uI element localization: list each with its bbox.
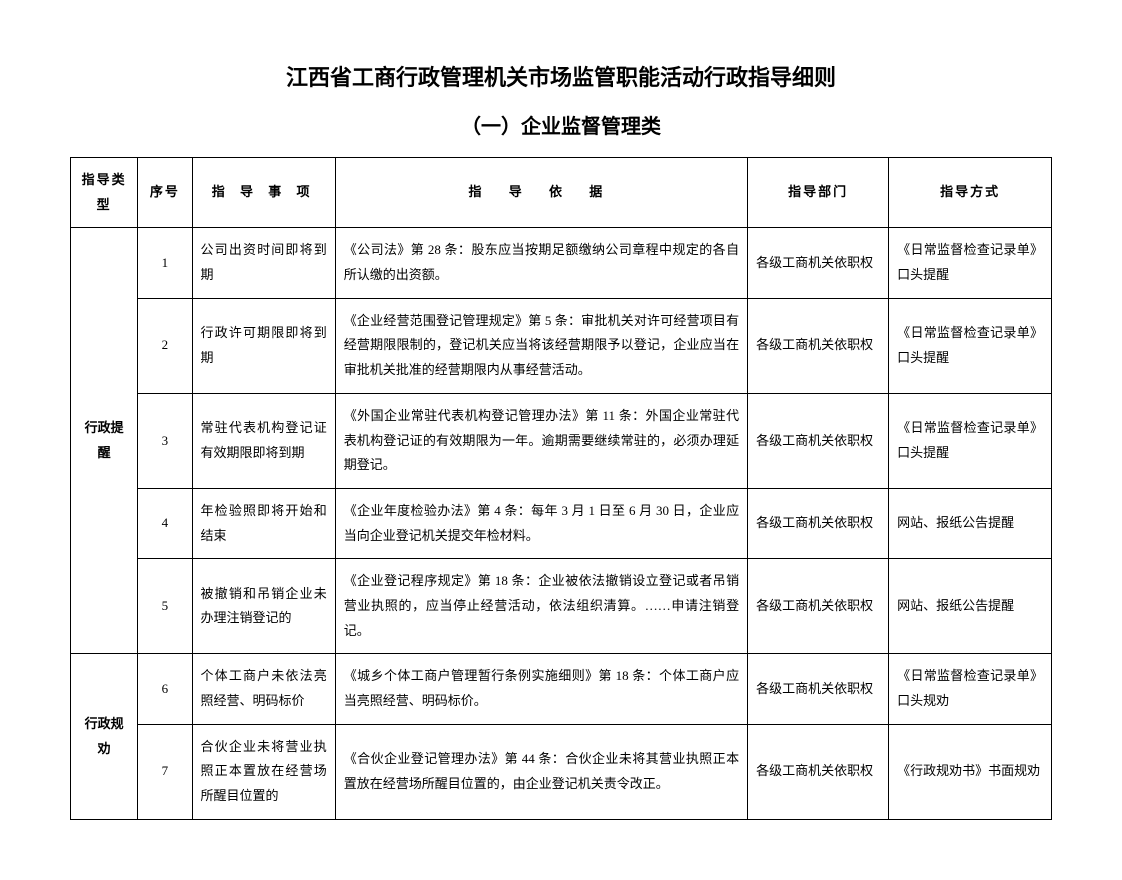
item-cell: 行政许可期限即将到期 [192, 298, 335, 393]
dept-cell: 各级工商机关依职权 [748, 393, 889, 488]
basis-cell: 《城乡个体工商户管理暂行条例实施细则》第 18 条：个体工商户应当亮照经营、明码… [335, 654, 747, 724]
method-cell: 网站、报纸公告提醒 [889, 559, 1052, 654]
basis-cell: 《公司法》第 28 条：股东应当按期足额缴纳公司章程中规定的各自所认缴的出资额。 [335, 228, 747, 298]
dept-cell: 各级工商机关依职权 [748, 654, 889, 724]
item-cell: 个体工商户未依法亮照经营、明码标价 [192, 654, 335, 724]
basis-cell: 《合伙企业登记管理办法》第 44 条：合伙企业未将其营业执照正本置放在经营场所醒… [335, 724, 747, 819]
num-cell: 5 [138, 559, 192, 654]
table-row: 5被撤销和吊销企业未办理注销登记的《企业登记程序规定》第 18 条：企业被依法撤… [71, 559, 1052, 654]
table-row: 4年检验照即将开始和结束《企业年度检验办法》第 4 条：每年 3 月 1 日至 … [71, 488, 1052, 558]
method-cell: 《日常监督检查记录单》口头提醒 [889, 298, 1052, 393]
header-type: 指导类型 [71, 158, 138, 228]
title-sub: （一）企业监督管理类 [70, 110, 1052, 139]
header-basis: 指 导 依 据 [335, 158, 747, 228]
method-cell: 《日常监督检查记录单》口头提醒 [889, 228, 1052, 298]
header-method: 指导方式 [889, 158, 1052, 228]
table-row: 行政规劝6个体工商户未依法亮照经营、明码标价《城乡个体工商户管理暂行条例实施细则… [71, 654, 1052, 724]
header-item: 指 导 事 项 [192, 158, 335, 228]
dept-cell: 各级工商机关依职权 [748, 228, 889, 298]
title-main: 江西省工商行政管理机关市场监管职能活动行政指导细则 [70, 60, 1052, 92]
header-dept: 指导部门 [748, 158, 889, 228]
method-cell: 《行政规劝书》书面规劝 [889, 724, 1052, 819]
item-cell: 常驻代表机构登记证有效期限即将到期 [192, 393, 335, 488]
dept-cell: 各级工商机关依职权 [748, 724, 889, 819]
header-row: 指导类型 序号 指 导 事 项 指 导 依 据 指导部门 指导方式 [71, 158, 1052, 228]
basis-cell: 《外国企业常驻代表机构登记管理办法》第 11 条：外国企业常驻代表机构登记证的有… [335, 393, 747, 488]
header-num: 序号 [138, 158, 192, 228]
method-cell: 《日常监督检查记录单》口头规劝 [889, 654, 1052, 724]
item-cell: 公司出资时间即将到期 [192, 228, 335, 298]
num-cell: 2 [138, 298, 192, 393]
item-cell: 被撤销和吊销企业未办理注销登记的 [192, 559, 335, 654]
basis-cell: 《企业经营范围登记管理规定》第 5 条：审批机关对许可经营项目有经营期限限制的，… [335, 298, 747, 393]
item-cell: 合伙企业未将营业执照正本置放在经营场所醒目位置的 [192, 724, 335, 819]
table-row: 3常驻代表机构登记证有效期限即将到期《外国企业常驻代表机构登记管理办法》第 11… [71, 393, 1052, 488]
num-cell: 7 [138, 724, 192, 819]
num-cell: 3 [138, 393, 192, 488]
type-cell: 行政规劝 [71, 654, 138, 819]
dept-cell: 各级工商机关依职权 [748, 559, 889, 654]
num-cell: 1 [138, 228, 192, 298]
table-row: 7合伙企业未将营业执照正本置放在经营场所醒目位置的《合伙企业登记管理办法》第 4… [71, 724, 1052, 819]
method-cell: 网站、报纸公告提醒 [889, 488, 1052, 558]
table-row: 行政提醒1公司出资时间即将到期《公司法》第 28 条：股东应当按期足额缴纳公司章… [71, 228, 1052, 298]
regulation-table: 指导类型 序号 指 导 事 项 指 导 依 据 指导部门 指导方式 行政提醒1公… [70, 157, 1052, 820]
basis-cell: 《企业年度检验办法》第 4 条：每年 3 月 1 日至 6 月 30 日，企业应… [335, 488, 747, 558]
item-cell: 年检验照即将开始和结束 [192, 488, 335, 558]
num-cell: 4 [138, 488, 192, 558]
basis-cell: 《企业登记程序规定》第 18 条：企业被依法撤销设立登记或者吊销营业执照的，应当… [335, 559, 747, 654]
table-row: 2行政许可期限即将到期《企业经营范围登记管理规定》第 5 条：审批机关对许可经营… [71, 298, 1052, 393]
dept-cell: 各级工商机关依职权 [748, 488, 889, 558]
method-cell: 《日常监督检查记录单》口头提醒 [889, 393, 1052, 488]
type-cell: 行政提醒 [71, 228, 138, 654]
dept-cell: 各级工商机关依职权 [748, 298, 889, 393]
num-cell: 6 [138, 654, 192, 724]
